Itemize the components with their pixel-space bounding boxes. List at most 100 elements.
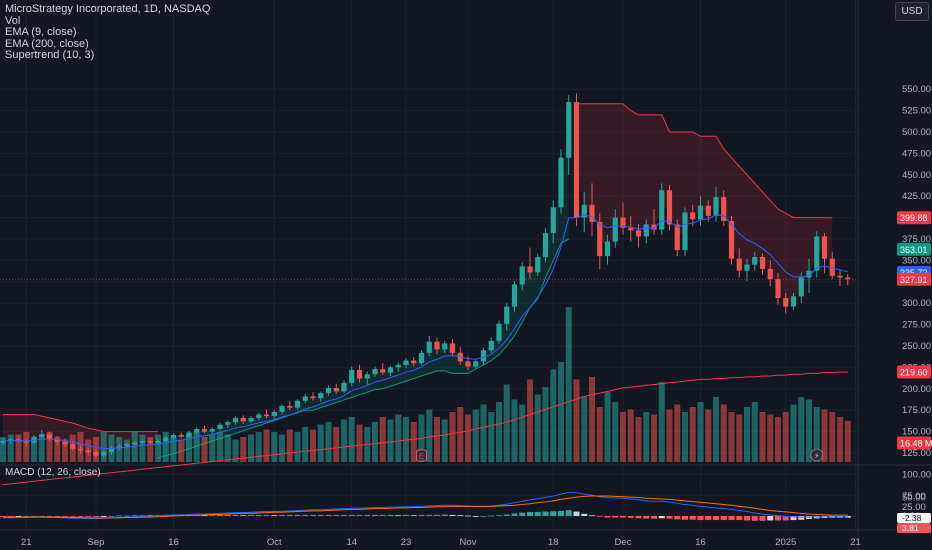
volume-bar (224, 434, 231, 462)
volume-bar (682, 412, 688, 462)
price-tick-label: 500.00 (902, 127, 931, 138)
volume-bar (426, 409, 433, 462)
macd-histogram-bar (286, 514, 293, 516)
candle (341, 380, 347, 394)
price-tick-label: 375.00 (902, 234, 931, 245)
candle (170, 433, 177, 441)
volume-bar (279, 434, 285, 462)
candle-body (426, 341, 432, 353)
candle (829, 251, 835, 280)
candle-body (163, 437, 169, 442)
candle-body (263, 414, 270, 417)
volume-bar (612, 402, 619, 462)
candle (349, 366, 355, 387)
macd-histogram-bar (527, 511, 533, 516)
candle-body (542, 233, 549, 257)
volume-bar (54, 437, 61, 462)
volume-bar (821, 409, 828, 462)
macd-histogram-bar (372, 514, 378, 516)
candle (566, 95, 572, 175)
candle (628, 215, 634, 242)
supertrend-fill-phase2 (158, 129, 569, 459)
volume-bar (286, 429, 293, 462)
volume-bar (728, 412, 735, 462)
macd-histogram-bar (23, 516, 30, 517)
volume-bar (403, 417, 409, 462)
candle (201, 425, 208, 434)
flash-icon-glyph: ⚡ (814, 452, 820, 461)
volume-bar (255, 432, 262, 462)
volume-bar (565, 307, 572, 462)
candle (759, 253, 766, 275)
candle (209, 427, 215, 435)
price-tick-label: 425.00 (902, 191, 931, 202)
volume-bar (434, 417, 440, 462)
volume-bar (496, 402, 502, 462)
candle-body (713, 197, 719, 216)
volume-bar (410, 422, 417, 462)
candle (46, 431, 53, 442)
candle-body (604, 241, 611, 257)
candle-body (659, 190, 665, 230)
candle (39, 429, 45, 440)
earnings-icon-label: E (419, 452, 424, 461)
candle (325, 385, 332, 396)
candle-body (147, 441, 153, 443)
macd-histogram-bar (271, 515, 278, 517)
macd-histogram-bar (449, 514, 456, 516)
candle (186, 430, 192, 440)
price-tag-bg (897, 436, 931, 450)
currency-button[interactable]: USD (895, 2, 929, 21)
macd-histogram-bar (317, 514, 324, 516)
volume-bar (162, 432, 169, 462)
candle-body (643, 224, 649, 237)
volume-bar (844, 420, 851, 462)
volume-bar (550, 369, 557, 462)
candle (279, 404, 285, 415)
candle (403, 357, 409, 369)
volume-bar (596, 407, 603, 462)
chart-legend: MicroStrategy Incorporated, 1D, NASDAQ V… (5, 3, 210, 62)
candle-body (488, 340, 494, 351)
candle-body (511, 284, 518, 307)
time-tick-label: 18 (548, 537, 559, 548)
price-tick-label: 350.00 (902, 255, 931, 266)
macd-histogram-bar (488, 515, 495, 517)
volume-bar (100, 432, 107, 462)
candle-body (333, 387, 339, 392)
candle (310, 392, 316, 401)
candle-body (814, 236, 820, 271)
candle (643, 219, 649, 244)
candle-body (798, 277, 804, 297)
candle-body (139, 441, 146, 443)
candle (387, 365, 394, 376)
macd-histogram-bar (356, 514, 363, 516)
candle (0, 438, 6, 446)
macd-histogram-bar (565, 510, 572, 516)
flash-icon (810, 448, 824, 462)
macd-histogram-bar (410, 515, 417, 517)
price-tick-label: 275.00 (902, 320, 931, 331)
volume-bar (124, 439, 130, 462)
volume-bar (736, 414, 743, 462)
macd-histogram-bar (217, 514, 223, 516)
volume-bar (457, 407, 464, 462)
macd-histogram-bar (620, 516, 626, 518)
volume-bar (232, 439, 239, 462)
candle-body (705, 205, 711, 216)
macd-histogram-bar (85, 516, 92, 517)
macd-histogram-bar (201, 515, 208, 517)
candle (581, 191, 587, 233)
candle (542, 227, 549, 263)
candle-body (364, 374, 370, 379)
candle (488, 337, 494, 353)
volume-bar (620, 412, 626, 462)
macd-histogram-bar (643, 516, 650, 519)
candle (473, 358, 479, 370)
candle-body (349, 369, 355, 383)
macd-histogram-bar (775, 516, 781, 521)
macd-histogram-bar (379, 514, 386, 516)
candle (705, 200, 711, 222)
candle-body (116, 446, 122, 448)
